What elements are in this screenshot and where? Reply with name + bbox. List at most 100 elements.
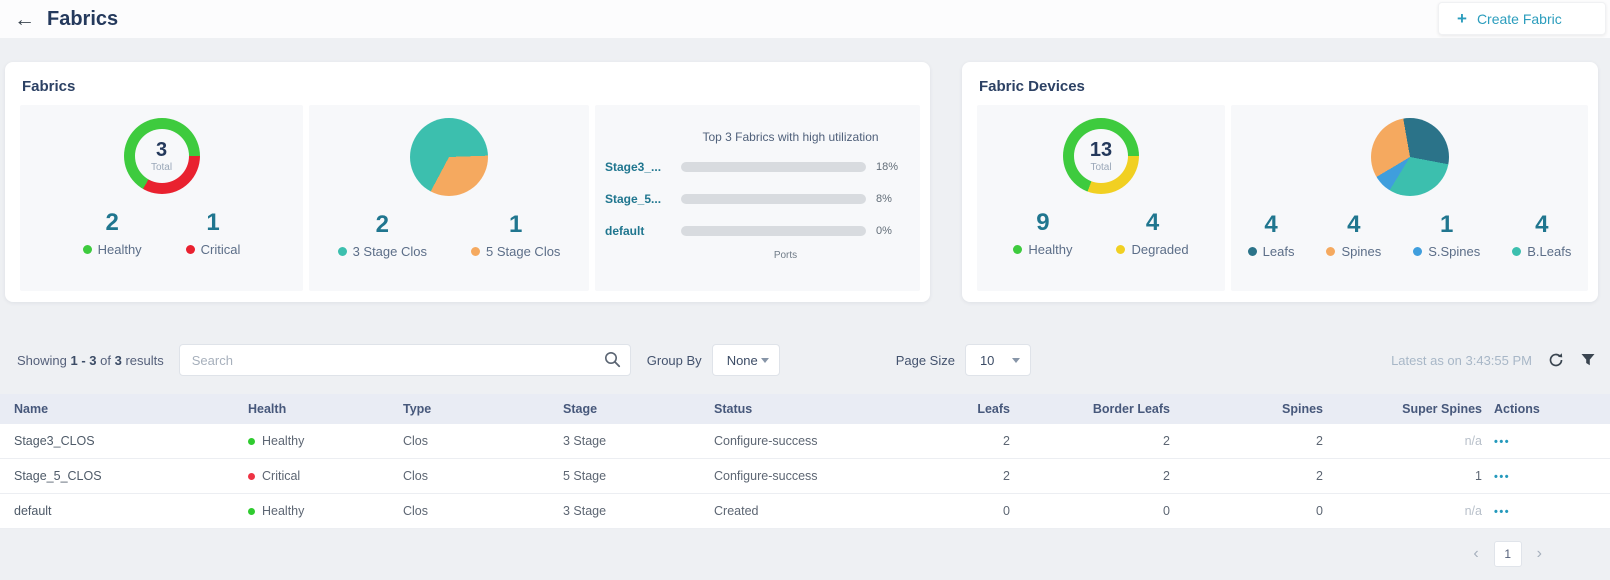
table-body: Stage3_CLOS Healthy Clos 3 Stage Configu…: [0, 424, 1610, 529]
stat-block: 1 5 Stage Clos: [471, 211, 561, 260]
table-row[interactable]: Stage3_CLOS Healthy Clos 3 Stage Configu…: [0, 424, 1610, 459]
cell-type: Clos: [403, 469, 429, 483]
cell-border-leafs: 0: [1163, 504, 1170, 518]
cell-name: default: [14, 504, 52, 518]
stat-block: 4 Degraded: [1116, 209, 1189, 258]
cell-stage: 3 Stage: [563, 504, 607, 518]
utilization-bar-row: Stage3_... 18%: [605, 160, 906, 174]
stat-block: 4 Spines: [1326, 211, 1382, 260]
stat-label: 5 Stage Clos: [486, 244, 561, 260]
cell-super-spines: 1: [1475, 469, 1482, 483]
legend-dot-icon: [471, 247, 480, 257]
cell-actions: •••: [1482, 469, 1562, 483]
stat-label: Healthy: [1028, 242, 1073, 258]
stat-legend: 3 Stage Clos: [337, 244, 427, 260]
devices-health-donut-chart: [1063, 118, 1139, 194]
cell-border-leafs: 2: [1163, 469, 1170, 483]
stat-block: 4 B.Leafs: [1512, 211, 1571, 259]
group-by-label: Group By: [646, 352, 702, 368]
legend-dot-icon: [82, 245, 92, 255]
fabrics-health-donut-chart: [123, 118, 200, 194]
stat-label: Critical: [200, 242, 241, 258]
fabrics-card: Fabrics 3 Total 2 Healthy 1 Critical: [5, 62, 930, 302]
fabrics-utilization-tile: Top 3 Fabrics with high utilization Stag…: [595, 105, 920, 291]
fabrics-health-stats: 2 Healthy 1 Critical: [82, 209, 241, 258]
stat-value: 4: [1535, 211, 1549, 238]
stat-value: 1: [206, 209, 220, 236]
row-actions-button[interactable]: •••: [1494, 436, 1511, 448]
page-title: Fabrics: [47, 7, 119, 30]
cell-stage: 3 Stage: [563, 434, 607, 448]
cell-spines: 2: [1316, 469, 1323, 483]
cell-name: Stage_5_CLOS: [14, 469, 102, 483]
fabrics-total-value: 3: [155, 138, 168, 161]
devices-total-value: 13: [1089, 138, 1113, 161]
stat-value: 2: [375, 211, 389, 238]
refresh-button[interactable]: [1547, 351, 1565, 369]
stat-label: S.Spines: [1428, 244, 1481, 260]
search-input[interactable]: [178, 344, 631, 376]
utilization-xlabel: Ports: [773, 250, 798, 261]
stat-label: Healthy: [97, 242, 142, 258]
stat-legend: Leafs: [1247, 244, 1294, 259]
cell-status: Configure-success: [714, 469, 818, 483]
page-number-button[interactable]: 1: [1493, 541, 1522, 567]
cell-health: Critical: [248, 469, 403, 483]
search-icon[interactable]: [604, 351, 621, 368]
stat-value: 4: [1145, 209, 1160, 236]
stat-label: Degraded: [1131, 242, 1189, 258]
column-header-actions: Actions: [1494, 402, 1540, 416]
stat-block: 9 Healthy: [1013, 209, 1072, 257]
fabrics-table: Name Health Type Stage Status Leafs Border Lea…: [0, 394, 1610, 529]
next-page-button[interactable]: ›: [1536, 545, 1542, 562]
row-actions-button[interactable]: •••: [1494, 506, 1511, 518]
stat-label: Spines: [1341, 244, 1382, 260]
cell-border-leafs: 2: [1163, 434, 1170, 448]
stat-value: 4: [1347, 211, 1361, 238]
stat-legend: Healthy: [1013, 242, 1072, 257]
stat-legend: S.Spines: [1413, 244, 1480, 259]
table-row[interactable]: default Healthy Clos 3 Stage Created 0 0…: [0, 494, 1610, 529]
page-size-dropdown[interactable]: 10: [964, 344, 1031, 376]
health-dot-icon: [248, 437, 255, 445]
cell-stage: 5 Stage: [563, 469, 607, 483]
devices-health-donut-tile: 13 Total 9 Healthy 4 Degraded: [977, 105, 1225, 291]
cell-actions: •••: [1482, 434, 1562, 448]
table-header-row: Name Health Type Stage Status Leafs Border Lea…: [0, 394, 1610, 424]
cell-super-spines: n/a: [1464, 434, 1482, 448]
stat-block: 2 3 Stage Clos: [337, 211, 427, 260]
results-summary: Showing 1 - 3 of 3 results: [17, 352, 164, 368]
cell-type: Clos: [403, 434, 429, 448]
devices-role-pie-tile: 4 Leafs 4 Spines 1 S.Spines 4 B.Leafs: [1231, 105, 1588, 291]
fabrics-stage-stats: 2 3 Stage Clos 1 5 Stage Clos: [337, 211, 561, 260]
utilization-bar-row: Stage_5... 8%: [605, 192, 906, 206]
table-row[interactable]: Stage_5_CLOS Critical Clos 5 Stage Confi…: [0, 459, 1610, 494]
filter-icon: [1581, 354, 1595, 366]
utilization-bar-row: default 0%: [605, 224, 906, 238]
legend-dot-icon: [1116, 245, 1126, 255]
legend-dot-icon: [337, 247, 347, 257]
last-updated-text: Latest as on 3:43:55 PM: [1391, 352, 1532, 368]
row-actions-button[interactable]: •••: [1494, 471, 1511, 483]
health-dot-icon: [248, 507, 255, 515]
stat-label: 3 Stage Clos: [352, 244, 427, 260]
cell-health: Healthy: [248, 434, 403, 448]
page-size-label: Page Size: [895, 352, 955, 368]
utilization-title: Top 3 Fabrics with high utilization: [702, 130, 879, 144]
utilization-bars: Stage3_... 18% Stage_5... 8% default 0%: [605, 160, 906, 256]
bar-track: [681, 194, 866, 204]
prev-page-button[interactable]: ‹: [1473, 545, 1479, 562]
stat-legend: Healthy: [82, 242, 142, 258]
top-bar: ← Fabrics + Create Fabric: [0, 0, 1610, 38]
stat-value: 4: [1264, 211, 1278, 238]
group-by-dropdown[interactable]: None: [711, 344, 780, 376]
legend-dot-icon: [185, 245, 195, 255]
filter-button[interactable]: [1580, 352, 1596, 368]
back-arrow-icon[interactable]: ←: [14, 7, 35, 31]
stat-block: 1 Critical: [185, 209, 241, 258]
create-fabric-button[interactable]: + Create Fabric: [1438, 2, 1606, 35]
page-size-value: 10: [979, 352, 995, 368]
stat-block: 4 Leafs: [1247, 211, 1294, 259]
devices-role-pie-chart: [1370, 118, 1449, 196]
column-header-name: Name: [14, 402, 49, 416]
